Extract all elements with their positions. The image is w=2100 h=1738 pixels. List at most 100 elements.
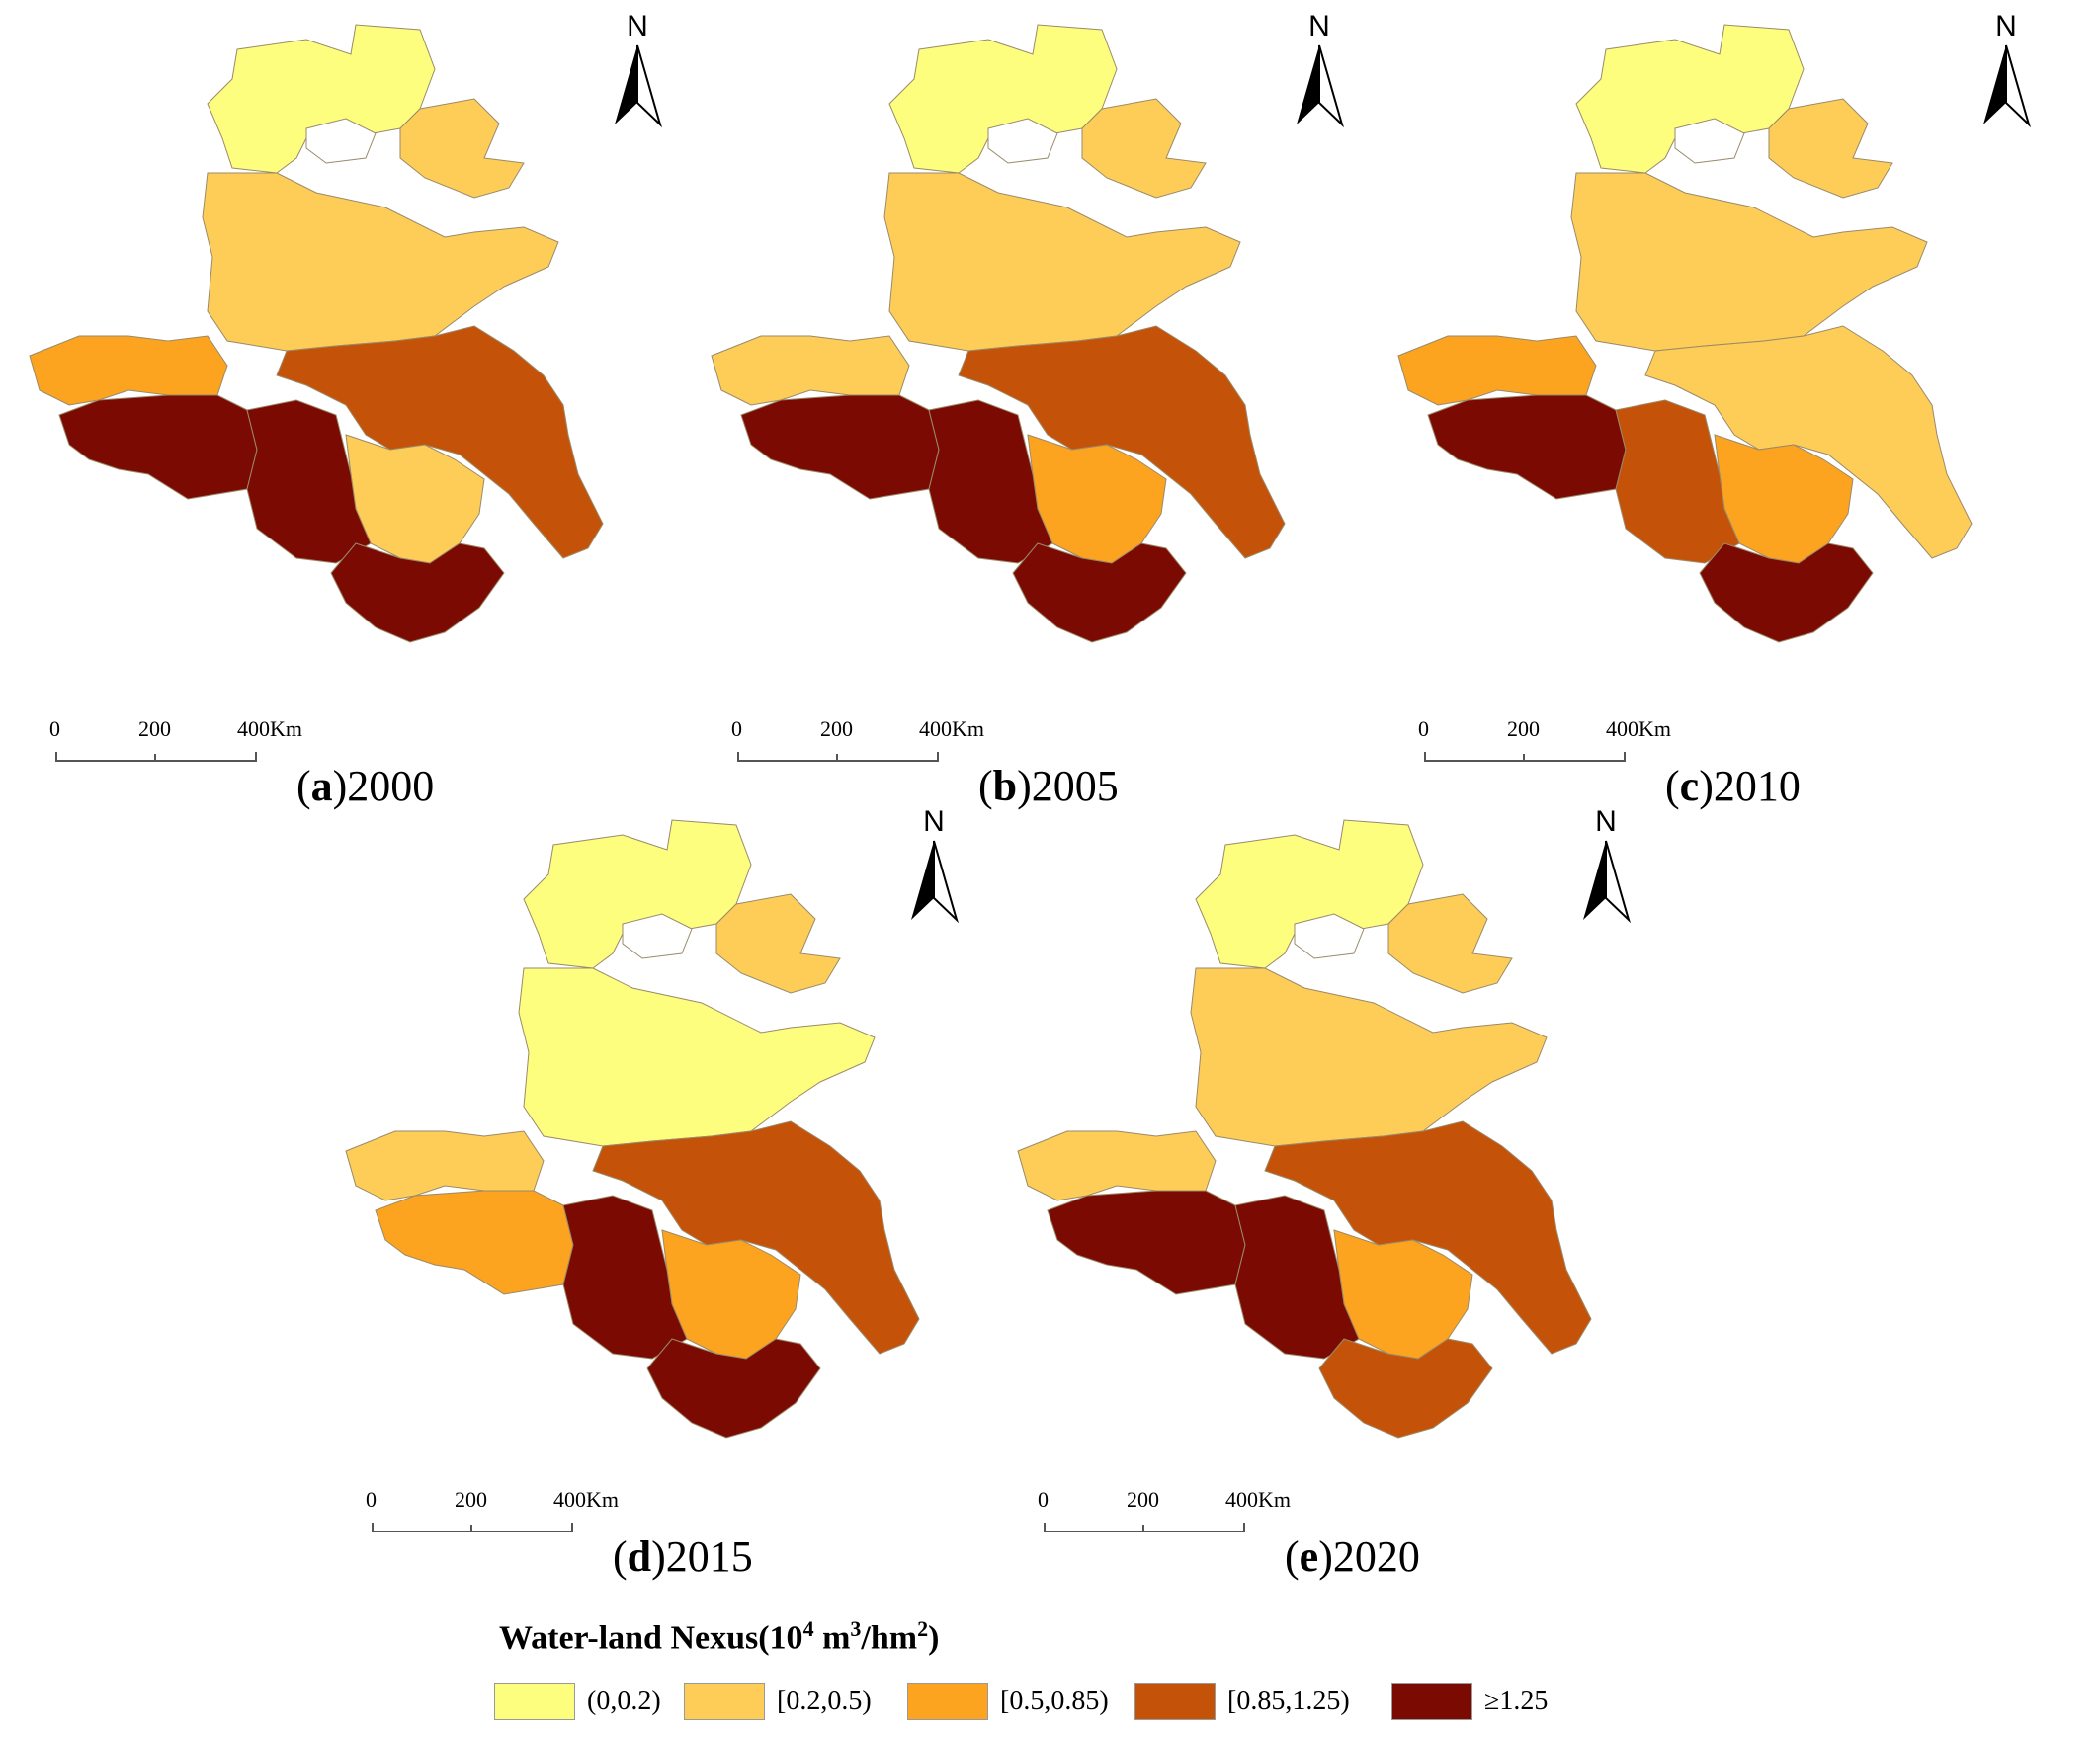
north-arrow: N <box>1285 10 1354 128</box>
region-centerEast <box>958 325 1286 559</box>
region-southCenter <box>1615 399 1740 564</box>
north-label: N <box>627 10 648 42</box>
region-centerEast <box>592 1120 920 1355</box>
north-arrow: N <box>899 805 968 924</box>
north-label: N <box>1595 805 1617 838</box>
scale-tick <box>1142 1525 1144 1532</box>
scale-tick <box>836 754 838 762</box>
region-southWest <box>58 394 258 500</box>
scale-bar: 0 200 400Km <box>731 716 1018 776</box>
scale-label: 0 <box>731 716 742 741</box>
scale-tick <box>1523 754 1525 762</box>
panel-caption: (d)2015 <box>613 1532 753 1581</box>
region-southCenter <box>1234 1195 1360 1360</box>
region-southWest <box>1047 1190 1246 1295</box>
region-northeast <box>715 893 841 994</box>
legend-item-4: [0.85,1.25) <box>1134 1682 1350 1721</box>
north-label: N <box>1995 10 2017 42</box>
legend-title: Water-land Nexus(104 m3/hm2) <box>499 1616 940 1657</box>
choropleth-map <box>1397 24 1973 643</box>
panel-caption: (e)2020 <box>1285 1532 1420 1581</box>
choropleth-map <box>711 24 1286 643</box>
scale-bar: 0 200 400Km <box>1038 1487 1324 1546</box>
region-southEast <box>1699 542 1874 643</box>
map-gap <box>987 118 1058 164</box>
scale-line <box>1044 1523 1245 1532</box>
scale-label: 0 <box>366 1487 377 1512</box>
scale-label: 400Km <box>1225 1487 1291 1512</box>
scale-label: 400Km <box>1606 716 1671 741</box>
region-southEast <box>1012 542 1187 643</box>
region-centerEast <box>1264 1120 1592 1355</box>
map-gap <box>305 118 377 164</box>
map-gap <box>1294 913 1365 959</box>
region-centerEast <box>1644 325 1973 559</box>
legend-swatch <box>1391 1683 1472 1720</box>
legend-swatch <box>907 1683 988 1720</box>
region-northeast <box>1768 98 1893 199</box>
scale-line <box>1424 752 1626 762</box>
region-centerNorth <box>1190 967 1548 1147</box>
region-northeast <box>1081 98 1207 199</box>
region-southWest <box>1427 394 1627 500</box>
scale-tick <box>154 754 156 762</box>
scale-bar: 0 200 400Km <box>1418 716 1705 776</box>
legend-label: [0.2,0.5) <box>777 1686 872 1716</box>
scale-label: 200 <box>820 716 853 741</box>
region-southWest <box>740 394 940 500</box>
panel-caption: (c)2010 <box>1665 762 1801 810</box>
panel-caption: (a)2000 <box>296 762 435 810</box>
legend-label: [0.5,0.85) <box>1000 1686 1109 1716</box>
region-southEast <box>330 542 505 643</box>
legend-swatch <box>684 1683 765 1720</box>
region-centerNorth <box>518 967 876 1147</box>
choropleth-map <box>345 819 920 1439</box>
scale-line <box>372 1523 573 1532</box>
scale-bar: 0 200 400Km <box>49 716 336 776</box>
region-southWest <box>375 1190 574 1295</box>
legend-item-3: [0.5,0.85) <box>907 1682 1109 1721</box>
legend-swatch <box>1134 1683 1216 1720</box>
scale-line <box>55 752 257 762</box>
scale-label: 200 <box>455 1487 487 1512</box>
panel-caption: (b)2005 <box>978 762 1119 810</box>
scale-label: 200 <box>138 716 171 741</box>
north-arrow-icon <box>615 44 662 128</box>
region-centerNorth <box>883 172 1241 352</box>
scale-label: 0 <box>1038 1487 1049 1512</box>
region-northeast <box>1387 893 1513 994</box>
north-arrow: N <box>1972 10 2041 128</box>
scale-label: 200 <box>1127 1487 1159 1512</box>
scale-label: 200 <box>1507 716 1540 741</box>
north-arrow: N <box>1571 805 1640 924</box>
scale-line <box>737 752 939 762</box>
scale-label: 0 <box>49 716 60 741</box>
region-centerNorth <box>202 172 559 352</box>
scale-tick <box>470 1525 472 1532</box>
region-northeast <box>399 98 525 199</box>
region-southCenter <box>562 1195 688 1360</box>
north-arrow-icon <box>1297 44 1344 128</box>
region-southCenter <box>246 399 372 564</box>
scale-label: 400Km <box>919 716 984 741</box>
region-centerEast <box>276 325 604 559</box>
legend-item-5: ≥1.25 <box>1391 1682 1548 1721</box>
legend-label: (0,0.2) <box>587 1686 661 1716</box>
map-gap <box>1674 118 1745 164</box>
choropleth-map <box>29 24 604 643</box>
north-arrow-icon <box>1583 840 1631 924</box>
legend-swatch <box>494 1683 575 1720</box>
scale-label: 0 <box>1418 716 1429 741</box>
north-label: N <box>1308 10 1330 42</box>
scale-bar: 0 200 400Km <box>366 1487 652 1546</box>
region-centerNorth <box>1570 172 1928 352</box>
region-southCenter <box>928 399 1053 564</box>
region-southEast <box>1318 1338 1493 1439</box>
north-arrow-icon <box>911 840 959 924</box>
north-arrow: N <box>603 10 672 128</box>
legend-label: [0.85,1.25) <box>1227 1686 1350 1716</box>
legend-item-2: [0.2,0.5) <box>684 1682 872 1721</box>
legend-item-1: (0,0.2) <box>494 1682 661 1721</box>
scale-label: 400Km <box>237 716 302 741</box>
legend-label: ≥1.25 <box>1484 1686 1549 1716</box>
